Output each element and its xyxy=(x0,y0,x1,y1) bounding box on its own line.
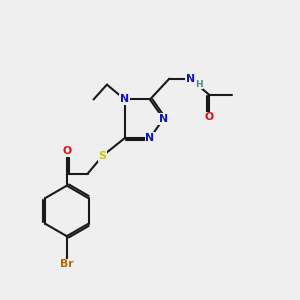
Text: S: S xyxy=(99,151,106,161)
Text: N: N xyxy=(120,94,129,104)
Text: H: H xyxy=(195,80,203,88)
Text: O: O xyxy=(62,146,71,157)
Text: Br: Br xyxy=(60,260,74,269)
Text: N: N xyxy=(186,74,195,84)
Text: N: N xyxy=(159,114,168,124)
Text: O: O xyxy=(205,112,214,122)
Text: N: N xyxy=(146,133,154,143)
